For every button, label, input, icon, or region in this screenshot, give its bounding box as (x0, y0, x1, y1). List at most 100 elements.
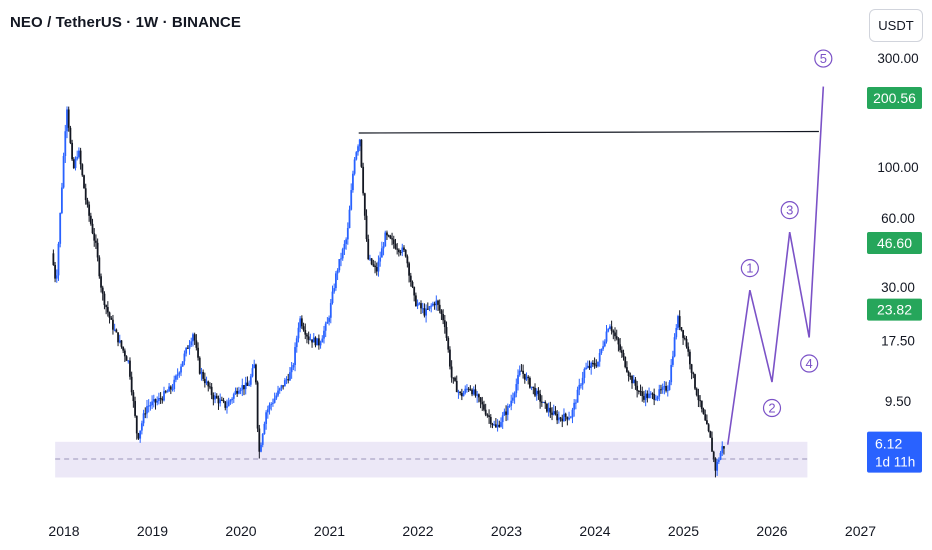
candle (272, 398, 274, 407)
candle (258, 424, 261, 459)
candle (122, 346, 125, 354)
candle (226, 399, 228, 414)
candle (125, 355, 128, 361)
candle (723, 446, 725, 455)
candle (559, 416, 562, 422)
candle (207, 380, 210, 392)
candle (139, 430, 142, 443)
candle (712, 450, 715, 463)
candle (169, 385, 172, 395)
candle (489, 414, 492, 428)
candle (103, 291, 106, 310)
candle (561, 414, 564, 428)
svg-text:23.82: 23.82 (877, 302, 912, 318)
candle (523, 373, 526, 384)
candle (471, 388, 473, 397)
candle (460, 388, 463, 401)
candle (462, 390, 465, 397)
candle (265, 410, 268, 430)
candle (72, 157, 75, 170)
candle (697, 388, 700, 408)
candle (556, 410, 559, 425)
candle (494, 418, 497, 428)
candle (181, 361, 184, 367)
candle (605, 325, 608, 344)
candle (683, 335, 686, 341)
candle (704, 409, 707, 422)
candle (88, 201, 91, 222)
candle (156, 396, 159, 406)
candle (54, 261, 56, 283)
candle (175, 374, 177, 383)
candle (527, 375, 530, 385)
candle (280, 384, 283, 392)
candle (123, 348, 126, 362)
candle (283, 377, 286, 387)
candle (117, 332, 119, 347)
candle (129, 357, 131, 380)
candle (379, 251, 382, 267)
candle (386, 230, 388, 240)
candle (576, 386, 579, 403)
candle (491, 422, 494, 429)
candle (171, 383, 174, 392)
candle (438, 299, 441, 314)
candle (307, 331, 310, 345)
svg-text:2: 2 (768, 401, 775, 416)
candle (266, 405, 269, 419)
candle (540, 395, 543, 407)
candle (392, 235, 395, 249)
candle (404, 249, 407, 258)
candle (568, 411, 570, 421)
candle (607, 327, 610, 333)
candle (443, 314, 446, 334)
candle (67, 106, 70, 132)
candle (624, 356, 627, 369)
candle (668, 380, 671, 391)
candle (597, 361, 599, 368)
candle (363, 192, 366, 221)
candle (660, 384, 662, 394)
candle (488, 409, 490, 424)
candle (615, 329, 618, 341)
candle (357, 144, 359, 156)
candle (428, 305, 431, 312)
candle (277, 385, 279, 397)
candle (237, 386, 240, 395)
candle (317, 334, 320, 350)
candle (673, 333, 676, 358)
candle (236, 387, 239, 397)
candle (620, 346, 623, 358)
candle (375, 262, 378, 276)
candle (304, 323, 307, 340)
candle (246, 376, 249, 387)
currency-button[interactable]: USDT (869, 9, 923, 42)
candle (294, 342, 296, 372)
candle (309, 333, 312, 341)
candle (380, 241, 383, 258)
candle (60, 182, 63, 215)
y-tick-label: 30.00 (881, 280, 915, 295)
candle (484, 403, 487, 417)
candle (391, 232, 393, 246)
candle (690, 363, 693, 380)
candle (586, 360, 589, 369)
candle (457, 389, 460, 399)
candle (314, 336, 317, 348)
candle (651, 392, 654, 400)
candle (529, 376, 531, 389)
candle (248, 380, 251, 387)
candle (699, 395, 702, 408)
resistance-line-segment (358, 130, 819, 134)
candle (137, 432, 140, 440)
candle (89, 212, 92, 226)
candle (542, 401, 545, 403)
candle (515, 378, 518, 398)
candle (537, 387, 540, 400)
candle (455, 375, 458, 393)
candle (112, 314, 114, 335)
candle (95, 234, 97, 249)
candle (654, 394, 657, 401)
candle (232, 392, 235, 403)
